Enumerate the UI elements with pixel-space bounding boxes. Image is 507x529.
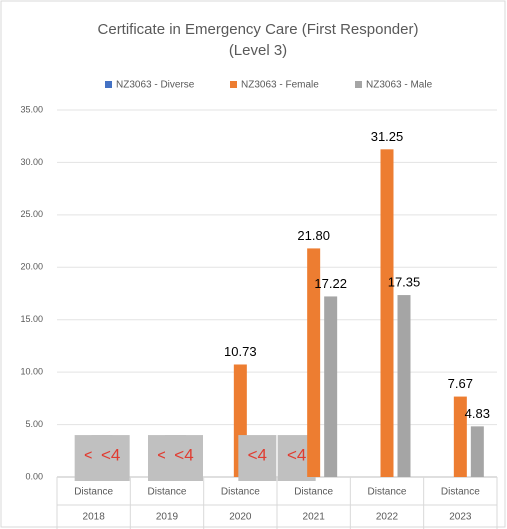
x-tick-label: Distance [148, 487, 187, 498]
suppression-box [238, 435, 277, 481]
x-group-label: 2018 [83, 512, 106, 523]
data-label: 7.67 [448, 376, 473, 391]
bar [453, 396, 467, 477]
x-tick-label: Distance [368, 487, 407, 498]
y-tick-label: 0.00 [25, 471, 43, 481]
bar [324, 296, 338, 477]
bar [380, 149, 394, 478]
legend-swatch [355, 81, 362, 88]
x-group-label: 2022 [376, 512, 399, 523]
legend-label: NZ3063 - Female [241, 80, 319, 91]
chart-subtitle: (Level 3) [229, 42, 287, 59]
data-label: 4.83 [465, 406, 490, 421]
x-group-label: 2021 [303, 512, 326, 523]
x-tick-label: Distance [74, 487, 113, 498]
suppression-box [165, 435, 203, 481]
y-tick-label: 35.00 [20, 104, 43, 114]
bar [307, 248, 321, 477]
y-tick-label: 25.00 [20, 209, 43, 219]
y-tick-label: 20.00 [20, 262, 43, 272]
bar [470, 426, 484, 477]
x-group-label: 2019 [156, 512, 179, 523]
x-tick-label: Distance [221, 487, 260, 498]
y-tick-label: 30.00 [20, 157, 43, 167]
y-tick-label: 10.00 [20, 367, 43, 377]
legend-label: NZ3063 - Diverse [116, 80, 195, 91]
suppressed-label: <4 [287, 446, 306, 465]
data-label: 31.25 [371, 129, 404, 144]
suppressed-label: <4 [101, 446, 120, 465]
legend-swatch [230, 81, 237, 88]
legend-label: NZ3063 - Male [366, 80, 433, 91]
x-group-label: 2023 [449, 512, 472, 523]
data-label: 21.80 [297, 228, 330, 243]
data-label: 17.22 [314, 276, 347, 291]
y-tick-label: 5.00 [25, 419, 43, 429]
data-label: 17.35 [388, 275, 421, 290]
suppressed-label: <4 [174, 446, 193, 465]
x-group-label: 2020 [229, 512, 252, 523]
x-tick-label: Distance [441, 487, 480, 498]
y-tick-label: 15.00 [20, 314, 43, 324]
data-label: 10.73 [224, 344, 257, 359]
suppressed-label: <4 [248, 446, 267, 465]
bar [397, 295, 411, 477]
legend-swatch [105, 81, 112, 88]
x-tick-label: Distance [294, 487, 333, 498]
chart-title: Certificate in Emergency Care (First Res… [98, 21, 419, 38]
suppression-box [91, 435, 130, 481]
